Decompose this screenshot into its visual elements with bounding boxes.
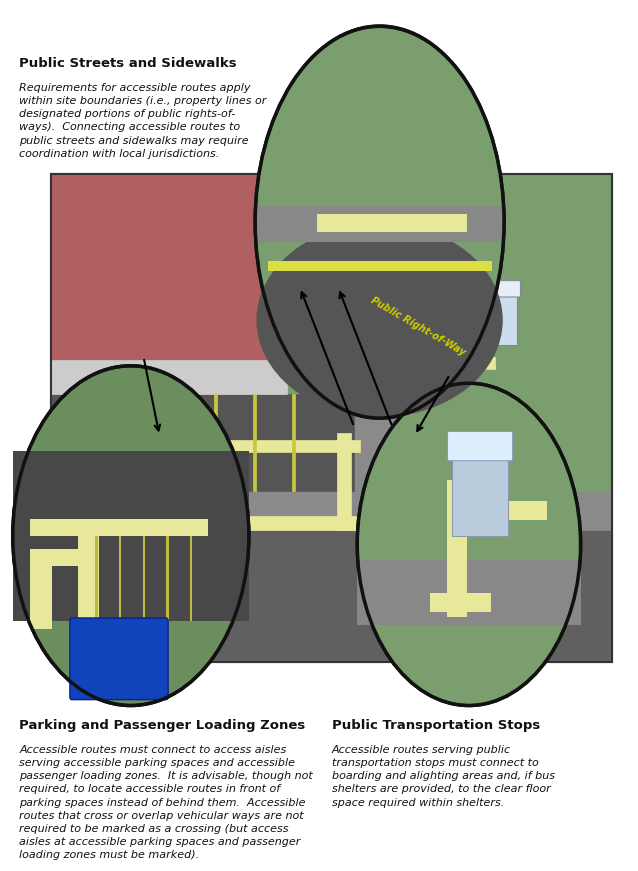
Bar — [135, 394, 138, 491]
FancyBboxPatch shape — [448, 431, 513, 461]
Bar — [404, 174, 612, 491]
Bar — [78, 527, 99, 629]
FancyBboxPatch shape — [70, 618, 168, 699]
Ellipse shape — [256, 223, 503, 417]
Bar — [197, 408, 198, 482]
Bar — [480, 501, 547, 520]
Bar — [51, 174, 287, 394]
Bar — [68, 440, 360, 452]
Bar — [13, 451, 249, 620]
Bar — [354, 174, 404, 530]
Bar — [51, 360, 287, 394]
Bar — [189, 536, 192, 620]
Bar — [338, 518, 382, 530]
Ellipse shape — [255, 26, 504, 418]
Text: Public Right-of-Way: Public Right-of-Way — [369, 295, 467, 358]
Bar — [119, 536, 121, 620]
FancyBboxPatch shape — [474, 280, 521, 297]
Bar — [51, 394, 354, 491]
Bar — [68, 437, 82, 491]
Bar — [51, 174, 354, 491]
Text: Public Transportation Stops: Public Transportation Stops — [332, 719, 540, 732]
Bar — [214, 394, 217, 491]
Ellipse shape — [359, 385, 579, 704]
Bar — [51, 516, 371, 530]
Bar — [404, 354, 419, 491]
Bar — [175, 394, 177, 491]
Bar — [51, 525, 612, 662]
Bar — [68, 408, 82, 452]
Text: Parking and Passenger Loading Zones: Parking and Passenger Loading Zones — [19, 719, 306, 732]
Bar — [317, 214, 466, 232]
Bar — [267, 261, 491, 271]
FancyBboxPatch shape — [78, 426, 148, 474]
Bar — [180, 408, 181, 482]
Ellipse shape — [357, 383, 581, 706]
Bar — [357, 561, 581, 625]
Text: Accessible routes serving public
transportation stops must connect to
boarding a: Accessible routes serving public transpo… — [332, 745, 555, 807]
Bar — [447, 480, 466, 617]
Bar — [96, 536, 98, 620]
Bar — [31, 518, 207, 536]
Ellipse shape — [13, 366, 249, 706]
Bar — [360, 174, 528, 662]
Bar — [452, 448, 508, 537]
Bar — [214, 408, 215, 482]
Bar — [96, 394, 99, 491]
Text: Accessible routes must connect to access aisles
serving accessible parking space: Accessible routes must connect to access… — [19, 745, 313, 861]
Bar — [292, 394, 295, 491]
Bar — [142, 536, 145, 620]
FancyBboxPatch shape — [51, 174, 612, 662]
Bar — [166, 536, 168, 620]
Bar — [478, 287, 517, 345]
Bar — [338, 433, 352, 530]
Ellipse shape — [14, 368, 248, 704]
Ellipse shape — [256, 28, 503, 416]
Bar — [31, 550, 99, 566]
Bar — [430, 592, 491, 612]
Text: Public Streets and Sidewalks: Public Streets and Sidewalks — [19, 57, 237, 70]
Text: Requirements for accessible routes apply
within site boundaries (i.e., property : Requirements for accessible routes apply… — [19, 83, 267, 159]
Bar — [404, 357, 494, 369]
Bar — [255, 206, 504, 241]
Bar — [31, 561, 52, 629]
Bar — [51, 491, 612, 530]
Bar — [253, 394, 256, 491]
